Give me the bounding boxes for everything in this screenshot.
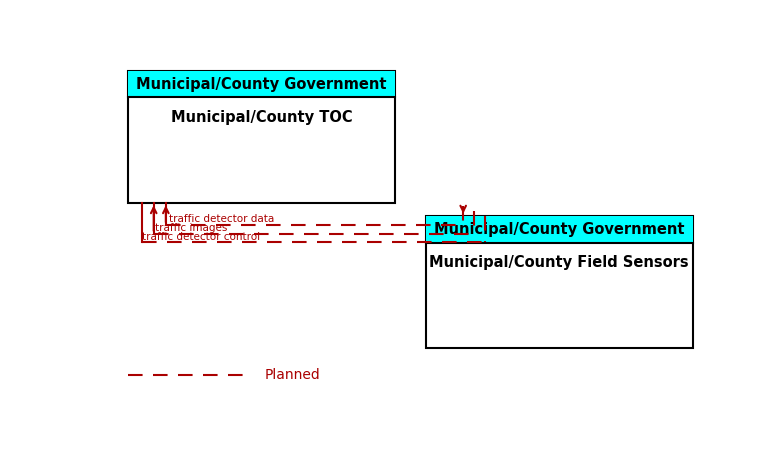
- Text: Municipal/County Government: Municipal/County Government: [434, 222, 684, 237]
- Text: traffic detector data: traffic detector data: [169, 214, 274, 224]
- Bar: [128, 71, 395, 97]
- Text: Municipal/County TOC: Municipal/County TOC: [171, 110, 352, 124]
- Bar: [128, 71, 395, 202]
- Text: traffic detector control: traffic detector control: [143, 232, 260, 242]
- Bar: [426, 216, 693, 242]
- Text: traffic images: traffic images: [155, 223, 227, 233]
- Text: Municipal/County Government: Municipal/County Government: [136, 77, 387, 92]
- Text: Municipal/County Field Sensors: Municipal/County Field Sensors: [429, 255, 689, 270]
- Text: Planned: Planned: [265, 369, 320, 383]
- Bar: [426, 216, 693, 348]
